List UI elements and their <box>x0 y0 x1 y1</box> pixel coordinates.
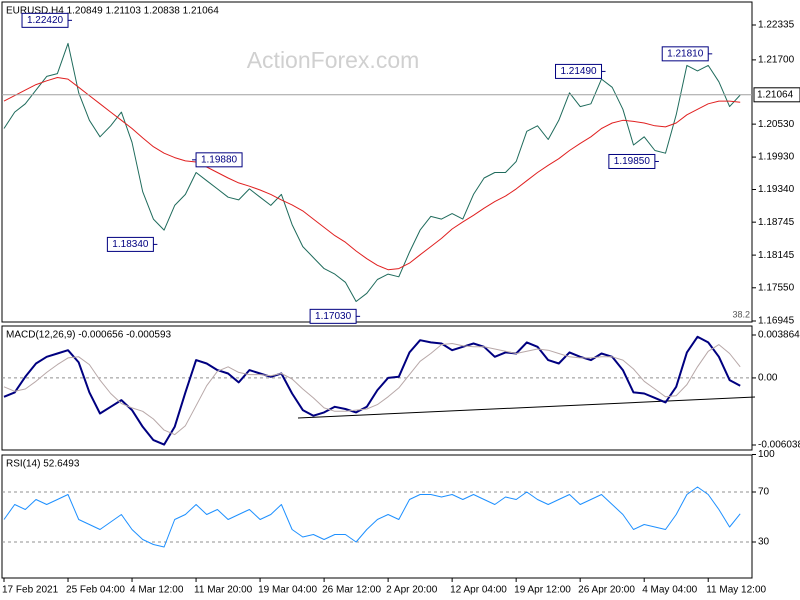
annotation-box <box>661 46 709 62</box>
annotation-label: 1.21810 <box>667 48 704 59</box>
annotation-label: 1.19850 <box>614 156 651 167</box>
y-tick-label: 1.18145 <box>758 250 795 261</box>
y-tick-label: 0.00 <box>758 373 778 384</box>
annotation-label: 1.19880 <box>201 154 238 165</box>
x-tick-label: 4 May 04:00 <box>642 585 697 596</box>
y-tick-label: 1.16945 <box>758 316 795 327</box>
trend-line <box>297 396 756 419</box>
y-tick-label: 1.19930 <box>758 152 795 163</box>
y-tick-label: 1.22335 <box>758 20 795 31</box>
annotation-box <box>106 236 154 252</box>
annotation-label: 1.21490 <box>560 66 597 77</box>
panel-title: RSI(14) 52.6493 <box>6 459 80 470</box>
y-tick-label: -0.006038 <box>758 440 800 451</box>
x-tick-label: 26 Mar 12:00 <box>322 585 381 596</box>
y-tick-label: 1.19340 <box>758 184 795 195</box>
y-tick-label: 1.21700 <box>758 55 795 66</box>
panel-frame <box>1 325 753 451</box>
x-tick-label: 19 Apr 12:00 <box>514 585 571 596</box>
annotation-label: 1.17030 <box>315 311 352 322</box>
panel-frame <box>1 454 753 579</box>
annotation-label: 1.18340 <box>112 239 149 250</box>
panel-title: EURUSD,H4 1.20849 1.21103 1.20838 1.2106… <box>6 6 219 17</box>
x-tick-label: 25 Feb 04:00 <box>66 585 125 596</box>
annotation-box <box>608 153 656 169</box>
last-price-box <box>753 87 800 103</box>
annotation-box <box>195 152 243 168</box>
annotation-box <box>555 63 603 79</box>
y-tick-label: 1.18745 <box>758 217 795 228</box>
x-tick-label: 2 Apr 20:00 <box>386 585 438 596</box>
x-tick-label: 12 Apr 04:00 <box>450 585 507 596</box>
series-line <box>3 486 741 548</box>
y-tick-label: 70 <box>758 487 770 498</box>
y-tick-label: 30 <box>758 537 770 548</box>
x-tick-label: 26 Apr 20:00 <box>578 585 635 596</box>
x-tick-label: 4 Mar 12:00 <box>130 585 184 596</box>
annotation-box <box>21 12 69 28</box>
y-tick-label: 0.003864 <box>758 330 800 341</box>
fib-label: 38.2 <box>732 309 750 319</box>
y-tick-label: 1.20530 <box>758 119 795 130</box>
x-tick-label: 17 Feb 2021 <box>2 585 59 596</box>
y-tick-label: 1.17550 <box>758 282 795 293</box>
x-tick-label: 11 Mar 20:00 <box>194 585 253 596</box>
series-line <box>3 343 741 436</box>
panel-title: MACD(12,26,9) -0.000656 -0.000593 <box>6 330 172 341</box>
last-price-label: 1.21064 <box>757 89 794 100</box>
x-tick-label: 19 Mar 04:00 <box>258 585 317 596</box>
series-line <box>3 42 741 302</box>
series-line <box>3 335 741 446</box>
series-line <box>3 77 741 271</box>
y-tick-label: 100 <box>758 449 775 460</box>
x-tick-label: 11 May 12:00 <box>706 585 766 596</box>
annotation-label: 1.22420 <box>27 15 64 26</box>
watermark: ActionForex.com <box>247 47 420 73</box>
annotation-box <box>309 308 357 324</box>
panel-frame <box>1 1 753 323</box>
